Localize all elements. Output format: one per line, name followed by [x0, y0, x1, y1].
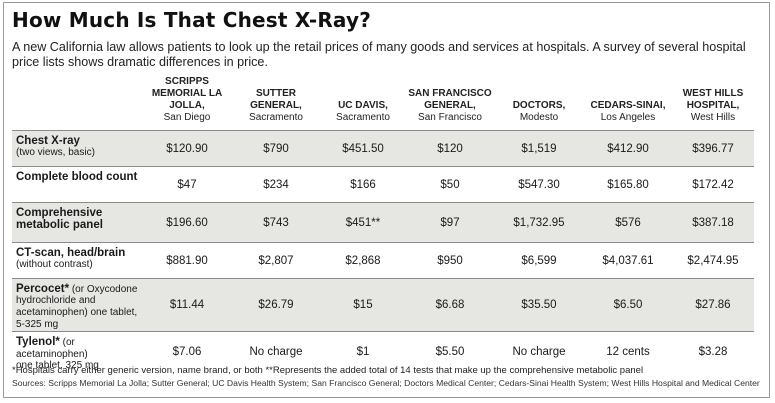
subtitle: A new California law allows patients to … — [12, 40, 746, 69]
item-note: hydrochloride and acetaminophen) one tab… — [16, 295, 138, 330]
price-cell: $26.79 — [232, 278, 320, 332]
price-cell: $165.80 — [584, 166, 672, 203]
price-cell: $196.60 — [142, 202, 232, 243]
price-cell: $6.68 — [406, 278, 494, 332]
price-cell: $396.77 — [672, 130, 754, 167]
table-row: Tylenol* (or acetaminophen) one tablet, 3… — [12, 331, 754, 372]
price-cell: $7.06 — [142, 331, 232, 372]
column-header: WEST HILLS HOSPITAL, West Hills — [672, 76, 754, 131]
table-row: Comprehensive metabolic panel $196.60 $7… — [12, 202, 754, 243]
page-title: How Much Is That Chest X-Ray? — [12, 8, 372, 32]
price-cell: $950 — [406, 242, 494, 279]
item-name: Percocet* — [16, 283, 70, 295]
hospital-city: Los Angeles — [600, 112, 656, 123]
price-cell: $15 — [320, 278, 406, 332]
hospital-city: San Francisco — [418, 112, 482, 123]
item-name: Tylenol* — [16, 336, 60, 348]
price-cell: $387.18 — [672, 202, 754, 243]
column-header: SCRIPPS MEMORIAL LA JOLLA, San Diego — [142, 76, 232, 131]
price-cell: $47 — [142, 166, 232, 203]
hospital-name: SUTTER GENERAL, — [250, 88, 302, 111]
row-label: Tylenol* (or acetaminophen) one tablet, 3… — [12, 331, 142, 372]
hospital-city: San Diego — [163, 112, 211, 123]
price-cell: $11.44 — [142, 278, 232, 332]
price-cell: $5.50 — [406, 331, 494, 372]
price-cell: $743 — [232, 202, 320, 243]
price-cell: $412.90 — [584, 130, 672, 167]
graphic-frame — [3, 2, 770, 398]
row-label: Percocet* (or Oxycodone hydrochloride and… — [12, 278, 142, 332]
table-row: Percocet* (or Oxycodone hydrochloride and… — [12, 278, 754, 332]
price-cell: $120 — [406, 130, 494, 167]
price-table: SCRIPPS MEMORIAL LA JOLLA, San Diego SUTT… — [12, 76, 754, 372]
price-cell: $790 — [232, 130, 320, 167]
hospital-city: Sacramento — [336, 112, 390, 123]
column-header: SAN FRANCISCO GENERAL, San Francisco — [406, 76, 494, 131]
item-note-inline: (or Oxycodone — [69, 284, 138, 295]
table-row: CT-scan, head/brain (without contrast) $8… — [12, 242, 754, 279]
row-label: CT-scan, head/brain (without contrast) — [12, 242, 142, 279]
item-note: (without contrast) — [16, 259, 93, 270]
price-cell: $1,519 — [494, 130, 584, 167]
price-cell: $2,807 — [232, 242, 320, 279]
item-name: Complete blood count — [16, 171, 138, 183]
price-cell: $451.50 — [320, 130, 406, 167]
hospital-name: CEDARS-SINAI, — [590, 100, 666, 111]
row-label: Complete blood count — [12, 166, 142, 203]
column-header: SUTTER GENERAL, Sacramento — [232, 76, 320, 131]
row-label: Comprehensive metabolic panel — [12, 202, 142, 243]
price-cell: $576 — [584, 202, 672, 243]
hospital-name: SAN FRANCISCO GENERAL, — [408, 88, 492, 111]
price-cell: No charge — [494, 331, 584, 372]
price-cell: $451** — [320, 202, 406, 243]
hospital-city: Modesto — [519, 112, 559, 123]
column-header: DOCTORS, Modesto — [494, 76, 584, 131]
item-note: one tablet, 325 mg — [16, 360, 99, 371]
price-cell: $6.50 — [584, 278, 672, 332]
sources-line: Sources: Scripps Memorial La Jolla; Sutt… — [12, 378, 760, 388]
price-cell: $881.90 — [142, 242, 232, 279]
hospital-name: WEST HILLS HOSPITAL, — [682, 88, 744, 111]
price-cell: $4,037.61 — [584, 242, 672, 279]
price-cell: $97 — [406, 202, 494, 243]
header-empty — [12, 76, 142, 131]
price-cell: $27.86 — [672, 278, 754, 332]
price-cell: $2,868 — [320, 242, 406, 279]
column-header: UC DAVIS, Sacramento — [320, 76, 406, 131]
header-row: SCRIPPS MEMORIAL LA JOLLA, San Diego SUTT… — [12, 76, 754, 131]
hospital-name: DOCTORS, — [512, 100, 566, 111]
price-cell: $1 — [320, 331, 406, 372]
price-cell: No charge — [232, 331, 320, 372]
price-cell: $3.28 — [672, 331, 754, 372]
hospital-name: UC DAVIS, — [338, 100, 388, 111]
price-cell: $2,474.95 — [672, 242, 754, 279]
footnote: *Hospitals carry either generic version,… — [12, 365, 644, 376]
row-label: Chest X-ray (two views, basic) — [12, 130, 142, 167]
item-name: CT-scan, head/brain — [16, 247, 126, 259]
hospital-name: SCRIPPS MEMORIAL LA JOLLA, — [151, 76, 223, 111]
price-cell: $120.90 — [142, 130, 232, 167]
price-cell: $547.30 — [494, 166, 584, 203]
price-cell: $1,732.95 — [494, 202, 584, 243]
table-row: Chest X-ray (two views, basic) $120.90 $7… — [12, 130, 754, 167]
price-cell: $234 — [232, 166, 320, 203]
item-note: (two views, basic) — [16, 147, 95, 158]
item-name: Comprehensive metabolic panel — [16, 207, 103, 231]
price-cell: $172.42 — [672, 166, 754, 203]
column-header: CEDARS-SINAI, Los Angeles — [584, 76, 672, 131]
price-cell: 12 cents — [584, 331, 672, 372]
price-cell: $50 — [406, 166, 494, 203]
price-cell: $6,599 — [494, 242, 584, 279]
item-note-inline: (or acetaminophen) — [16, 337, 88, 360]
item-name: Chest X-ray — [16, 135, 80, 147]
table-row: Complete blood count $47 $234 $166 $50 $… — [12, 166, 754, 203]
price-cell: $35.50 — [494, 278, 584, 332]
price-cell: $166 — [320, 166, 406, 203]
hospital-city: Sacramento — [249, 112, 303, 123]
hospital-city: West Hills — [690, 112, 736, 123]
